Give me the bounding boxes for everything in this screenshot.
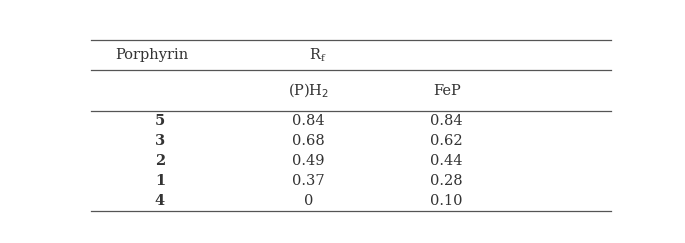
Text: FeP: FeP — [433, 84, 460, 98]
Text: 3: 3 — [155, 134, 165, 148]
Text: 0.68: 0.68 — [292, 134, 325, 148]
Text: 0.62: 0.62 — [430, 134, 463, 148]
Text: R$_\mathregular{f}$: R$_\mathregular{f}$ — [308, 46, 326, 64]
Text: 0.49: 0.49 — [292, 154, 325, 168]
Text: 0.37: 0.37 — [292, 174, 325, 188]
Text: 5: 5 — [155, 114, 165, 128]
Text: 0.10: 0.10 — [430, 194, 463, 208]
Text: Porphyrin: Porphyrin — [115, 48, 188, 62]
Text: 0.44: 0.44 — [430, 154, 463, 168]
Text: (P)H$_2$: (P)H$_2$ — [288, 82, 329, 100]
Text: 0.84: 0.84 — [292, 114, 325, 128]
Text: 4: 4 — [155, 194, 165, 208]
Text: 0.28: 0.28 — [430, 174, 463, 188]
Text: 2: 2 — [155, 154, 165, 168]
Text: 0: 0 — [304, 194, 313, 208]
Text: 0.84: 0.84 — [430, 114, 463, 128]
Text: 1: 1 — [155, 174, 165, 188]
